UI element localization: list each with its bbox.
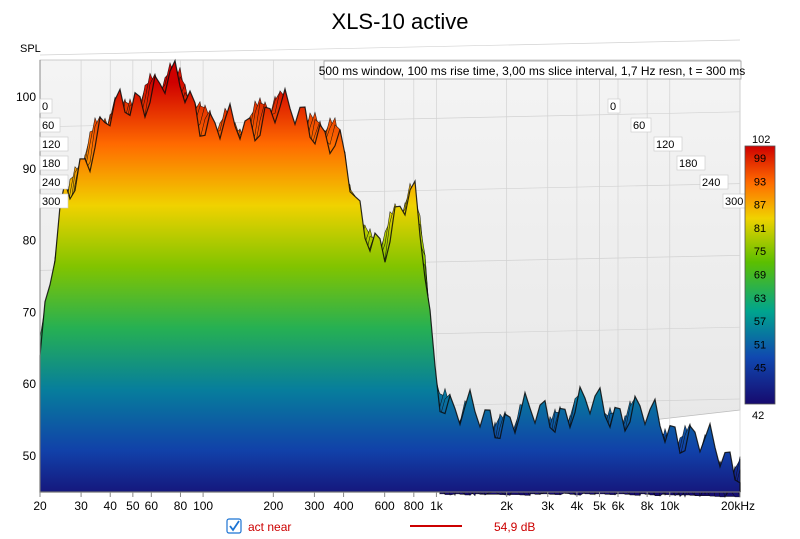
time-tick-label-right: 0 — [610, 101, 616, 113]
color-scale-label: 87 — [754, 200, 766, 212]
time-tick-label-right: 120 — [656, 139, 674, 151]
color-scale-label: 63 — [754, 293, 766, 305]
x-tick-label: 400 — [334, 499, 354, 513]
time-label-bg — [607, 98, 621, 114]
time-tick-label-right: 60 — [633, 120, 645, 132]
waterfall-slice — [39, 58, 741, 493]
x-tick-label: 10k — [660, 499, 680, 513]
time-label-bg — [39, 155, 69, 171]
x-axis-ticks: 20 30 40 50 60 80 100 200 300 400 600 800 1k 2k 3k 4k 5k… — [33, 492, 755, 513]
x-tick-label: 8k — [641, 499, 655, 513]
time-tick-label-left: 0 — [42, 101, 48, 113]
x-tick-label: 600 — [375, 499, 395, 513]
color-scale-label: 99 — [754, 153, 766, 165]
time-label-bg — [39, 136, 69, 152]
x-tick-label: 5k — [593, 499, 607, 513]
color-scale-label: 42 — [752, 410, 764, 422]
y-tick-label: 70 — [23, 305, 37, 319]
x-tick-label: 40 — [104, 499, 118, 513]
color-scale-labels: 102 99 93 87 81 75 69 63 57 51 45 42 — [752, 134, 770, 422]
color-scale-label: 69 — [754, 270, 766, 282]
time-label-bg — [699, 174, 729, 190]
y-axis-ticks: 50 60 70 80 90 100 — [16, 90, 36, 463]
y-tick-label: 90 — [23, 162, 37, 176]
time-tick-label-left: 240 — [42, 177, 60, 189]
time-label-bg — [39, 98, 53, 114]
chart-title: XLS-10 active — [332, 9, 469, 34]
x-tick-label: 100 — [193, 499, 213, 513]
x-tick-label: 800 — [404, 499, 424, 513]
y-axis-label: SPL — [20, 43, 41, 55]
x-tick-label: 3k — [541, 499, 555, 513]
time-label-bg — [676, 155, 706, 171]
color-scale-label: 51 — [754, 339, 766, 351]
y-tick-label: 50 — [23, 449, 37, 463]
x-tick-label: 20 — [33, 499, 47, 513]
time-tick-label-left: 120 — [42, 139, 60, 151]
settings-box — [323, 60, 742, 80]
checkmark-icon — [229, 520, 240, 532]
x-tick-label: 4k — [571, 499, 585, 513]
time-tick-label-right: 180 — [679, 158, 697, 170]
legend-series-name: act near — [248, 520, 291, 534]
x-tick-label: 2k — [500, 499, 514, 513]
time-label-bg — [630, 117, 652, 133]
time-tick-label-right: 240 — [702, 177, 720, 189]
x-tick-label: 60 — [145, 499, 159, 513]
waterfall-slices — [39, 58, 741, 499]
legend-value: 54,9 dB — [494, 520, 535, 534]
grid-line-y — [39, 39, 741, 56]
color-scale-label: 45 — [754, 363, 766, 375]
color-scale-label: 75 — [754, 246, 766, 258]
time-label-bg — [653, 136, 683, 152]
legend: act near 54,9 dB — [226, 518, 535, 534]
time-label-bg — [39, 117, 61, 133]
x-tick-label: 50 — [126, 499, 140, 513]
color-scale-label: 93 — [754, 176, 766, 188]
x-tick-label: 300 — [304, 499, 324, 513]
color-scale-label: 102 — [752, 134, 770, 146]
time-tick-label-left: 180 — [42, 158, 60, 170]
time-label-bg — [39, 193, 69, 209]
time-tick-label-left: 60 — [42, 120, 54, 132]
color-scale-label: 81 — [754, 223, 766, 235]
time-axis-ticks: 0 60 120 180 240 300 0 60 120 180 240 300 — [39, 98, 752, 209]
x-tick-label: 80 — [174, 499, 188, 513]
x-tick-label: 200 — [263, 499, 283, 513]
x-tick-label: 6k — [612, 499, 626, 513]
color-scale-bar — [744, 145, 776, 405]
x-tick-label: 20kHz — [721, 499, 755, 513]
color-scale-label: 57 — [754, 316, 766, 328]
time-tick-label-right: 300 — [725, 196, 743, 208]
y-tick-label: 60 — [23, 377, 37, 391]
y-tick-label: 80 — [23, 234, 37, 248]
time-label-bg — [39, 174, 69, 190]
x-tick-label: 30 — [74, 499, 88, 513]
settings-text: 500 ms window, 100 ms rise time, 3,00 ms… — [319, 64, 746, 78]
y-tick-label: 100 — [16, 90, 36, 104]
time-tick-label-left: 300 — [42, 196, 60, 208]
x-tick-label: 1k — [430, 499, 444, 513]
